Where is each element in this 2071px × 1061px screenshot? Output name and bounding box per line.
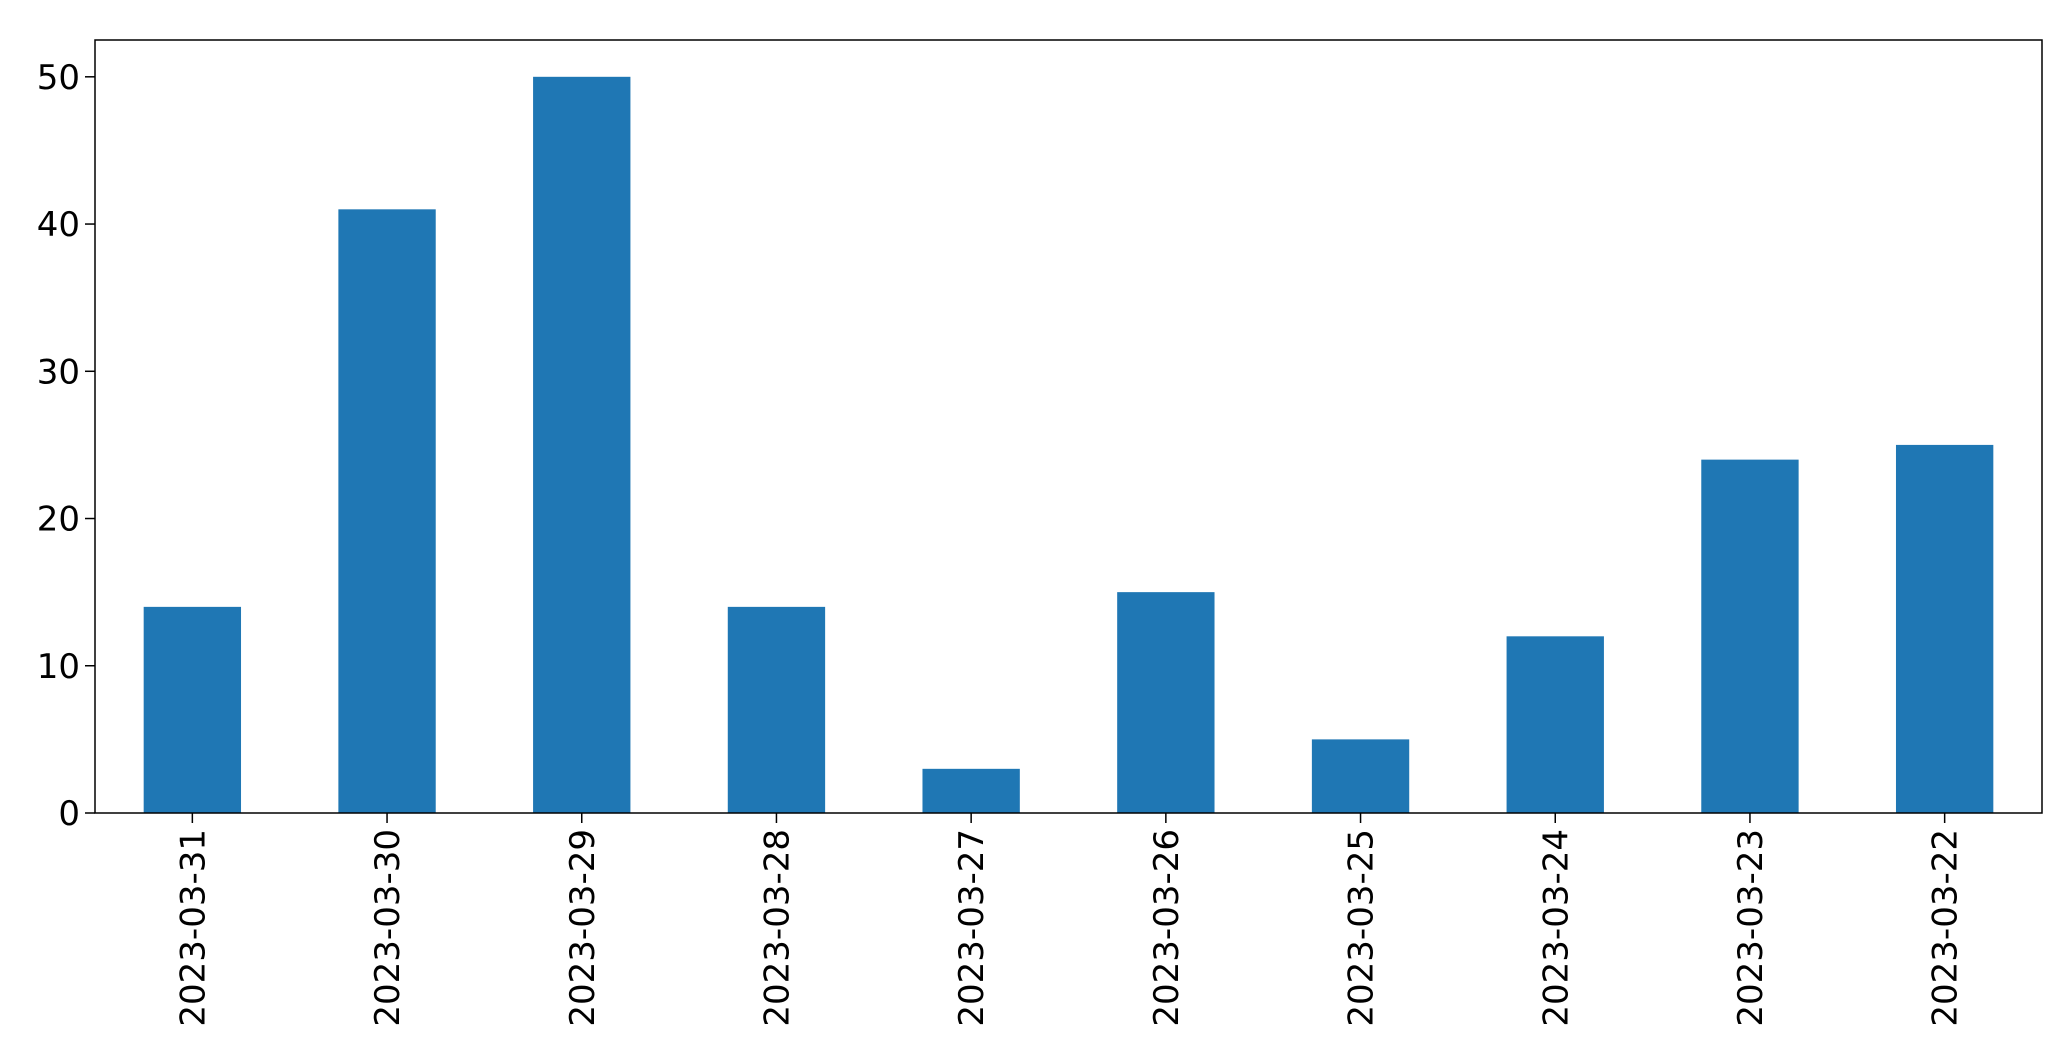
- y-tick-label: 40: [37, 205, 80, 245]
- y-tick-label: 20: [37, 500, 80, 540]
- bars-layer: [143, 76, 1994, 814]
- x-tick-label: 2023-03-30: [368, 829, 408, 1027]
- plot-frame: [94, 39, 2043, 814]
- y-tick-label: 0: [58, 794, 80, 834]
- x-tick-label: 2023-03-27: [952, 829, 992, 1027]
- bar-2023-03-31: [143, 606, 242, 813]
- x-tick-label: 2023-03-23: [1731, 829, 1771, 1027]
- bar-2023-03-28: [727, 606, 826, 813]
- bar-2023-03-24: [1506, 636, 1604, 813]
- bar-2023-03-30: [338, 209, 436, 814]
- y-tick-label: 10: [37, 647, 80, 687]
- x-tick-label: 2023-03-29: [563, 829, 603, 1027]
- x-tick-label: 2023-03-28: [757, 829, 797, 1027]
- x-tick-label: 2023-03-25: [1342, 829, 1382, 1027]
- bar-2023-03-25: [1311, 739, 1410, 813]
- bar-2023-03-26: [1117, 592, 1215, 813]
- x-tick-label: 2023-03-31: [173, 829, 213, 1027]
- bar-2023-03-22: [1895, 444, 1994, 813]
- y-tick-label: 30: [37, 352, 80, 392]
- x-tick-label: 2023-03-22: [1926, 829, 1966, 1027]
- bar-2023-03-29: [533, 76, 631, 814]
- bar-2023-03-27: [922, 768, 1020, 813]
- x-tick-label: 2023-03-24: [1536, 829, 1576, 1027]
- y-axis: 0 10 20 30 40 50: [37, 58, 95, 834]
- x-axis: 2023-03-31 2023-03-30 2023-03-29 2023-03-28…: [173, 813, 1966, 1027]
- y-tick-label: 50: [37, 58, 80, 98]
- bar-2023-03-23: [1701, 459, 1799, 813]
- x-tick-label: 2023-03-26: [1147, 829, 1187, 1027]
